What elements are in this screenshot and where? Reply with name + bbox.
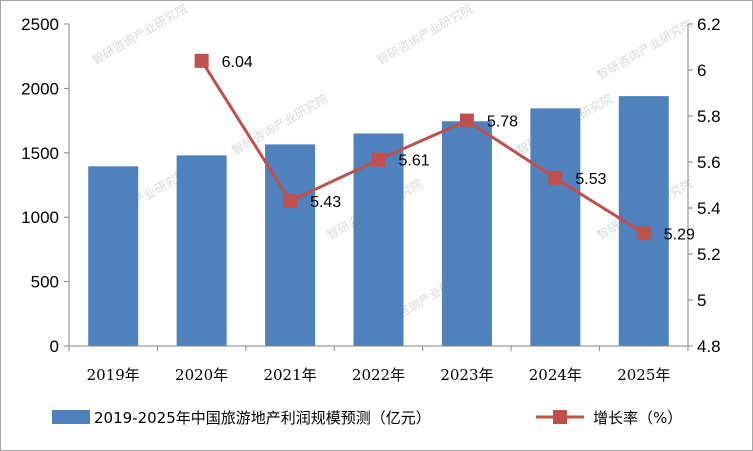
- bar-2025年: [618, 96, 669, 347]
- x-tick-label: 2022年: [352, 366, 405, 384]
- bar-series: [88, 96, 669, 347]
- bar-2020年: [176, 155, 227, 346]
- left-tick-label: 2000: [21, 79, 59, 98]
- axes: 0 500 1000 1500 2000 2500 4.8 5 5.2 5.4 5.6 5.8 6 6.2…: [21, 15, 720, 384]
- left-tick-label: 1500: [21, 144, 59, 163]
- watermark-text: 智研咨询产业研究院: [89, 1, 190, 68]
- x-tick-label: 2025年: [617, 366, 670, 384]
- watermark-text: 智研咨询产业研究院: [594, 16, 695, 83]
- left-tick-label: 500: [31, 273, 59, 292]
- left-tick-label: 0: [50, 337, 59, 356]
- right-tick-label: 4.8: [697, 337, 721, 356]
- growth-marker-2021年: [283, 194, 298, 209]
- growth-data-label: 6.04: [222, 54, 253, 71]
- right-tick-label: 5.6: [697, 153, 721, 172]
- growth-data-label: 5.29: [664, 226, 695, 243]
- growth-marker-2024年: [548, 171, 563, 186]
- legend: 2019-2025年中国旅游地产利润规模预测（亿元） 增长率（%）: [52, 409, 682, 427]
- legend-line-marker: [553, 410, 567, 424]
- x-tick-label: 2021年: [263, 366, 316, 384]
- legend-line-label: 增长率（%）: [593, 409, 682, 427]
- right-tick-label: 5.8: [697, 107, 721, 126]
- right-tick-label: 6.2: [697, 15, 721, 34]
- right-tick-label: 5: [697, 291, 706, 310]
- x-tick-label: 2024年: [529, 366, 582, 384]
- growth-data-label: 5.78: [487, 114, 518, 131]
- line-series: [194, 53, 651, 241]
- growth-data-label: 5.53: [575, 171, 606, 188]
- bar-2024年: [530, 108, 581, 346]
- legend-bar-label: 2019-2025年中国旅游地产利润规模预测（亿元）: [94, 409, 431, 427]
- growth-data-label: 5.43: [310, 194, 341, 211]
- growth-rate-line: [200, 60, 645, 235]
- growth-marker-2022年: [371, 152, 386, 167]
- left-tick-label: 1000: [21, 208, 59, 227]
- data-labels: 6.04 5.43 5.61 5.78 5.53 5.29: [222, 54, 695, 244]
- x-tick-label: 2023年: [440, 366, 493, 384]
- growth-data-label: 5.61: [399, 153, 430, 170]
- bar-2019年: [88, 166, 139, 346]
- bar-2023年: [441, 121, 492, 346]
- growth-marker-2020年: [194, 53, 209, 68]
- right-tick-label: 5.4: [697, 199, 721, 218]
- right-tick-label: 5.2: [697, 245, 721, 264]
- x-tick-label: 2019年: [87, 366, 140, 384]
- left-tick-label: 2500: [21, 15, 59, 34]
- legend-bar-swatch: [52, 410, 90, 424]
- x-tick-label: 2020年: [175, 366, 228, 384]
- bar-2021年: [265, 144, 316, 346]
- growth-marker-2025年: [636, 226, 651, 241]
- watermark-text: 智研咨询产业研究院: [374, 1, 475, 68]
- growth-marker-2023年: [459, 113, 474, 128]
- right-tick-label: 6: [697, 61, 706, 80]
